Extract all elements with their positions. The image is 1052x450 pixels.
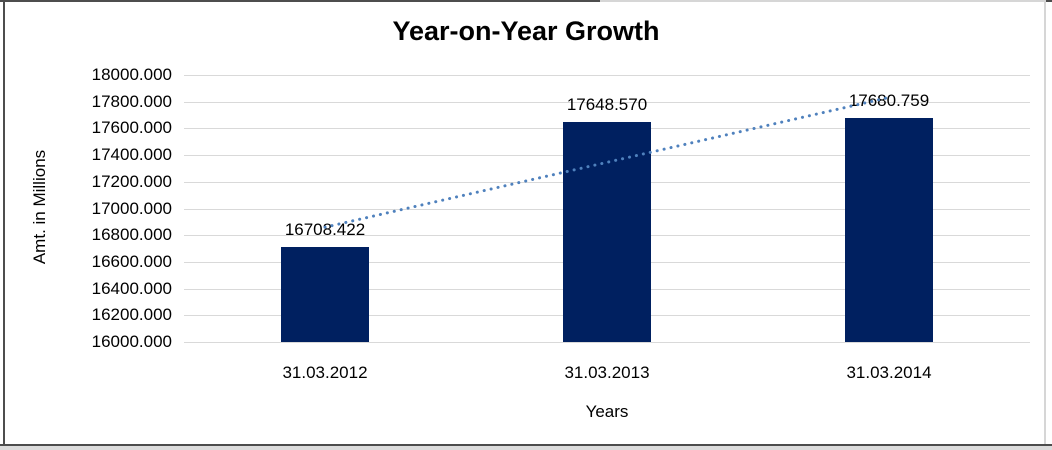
y-tick-label: 18000.000 [91, 65, 172, 84]
bar [845, 117, 933, 342]
frame-border-left [3, 0, 5, 446]
x-tick-label: 31.03.2012 [282, 363, 368, 382]
frame-border-top-right-dark [1046, 0, 1052, 2]
bar-value-label: 16708.422 [284, 220, 366, 240]
gridline [184, 342, 1030, 343]
y-tick-label: 17600.000 [91, 118, 172, 138]
bar-value-label: 17680.759 [848, 90, 930, 110]
y-tick-label: 16200.000 [91, 305, 172, 325]
x-tick-label: 31.03.2014 [846, 363, 932, 382]
frame-border-top-light [600, 0, 1046, 2]
frame-border-top-dark [0, 0, 600, 2]
y-tick-label: 16000.000 [91, 332, 172, 351]
chart-title: Year-on-Year Growth [392, 16, 660, 46]
y-tick-label: 17000.000 [91, 198, 172, 218]
bar-value-label: 17648.570 [566, 94, 648, 114]
frame-border-right-light [1044, 0, 1046, 446]
bar [281, 247, 369, 342]
y-tick-label: 17400.000 [91, 145, 172, 165]
x-axis-title: Years [585, 402, 629, 421]
y-tick-label: 17200.000 [91, 171, 172, 191]
y-tick-label: 17800.000 [91, 91, 172, 111]
y-tick-label: 16800.000 [91, 225, 172, 245]
y-tick-label: 16600.000 [91, 251, 172, 271]
frame-border-bottom-dark [0, 444, 1052, 446]
y-tick-label: 16400.000 [91, 278, 172, 298]
bar [563, 121, 651, 342]
frame-border-bottom-light [0, 446, 1052, 450]
x-tick-label: 31.03.2013 [564, 363, 650, 382]
gridline [184, 75, 1030, 76]
